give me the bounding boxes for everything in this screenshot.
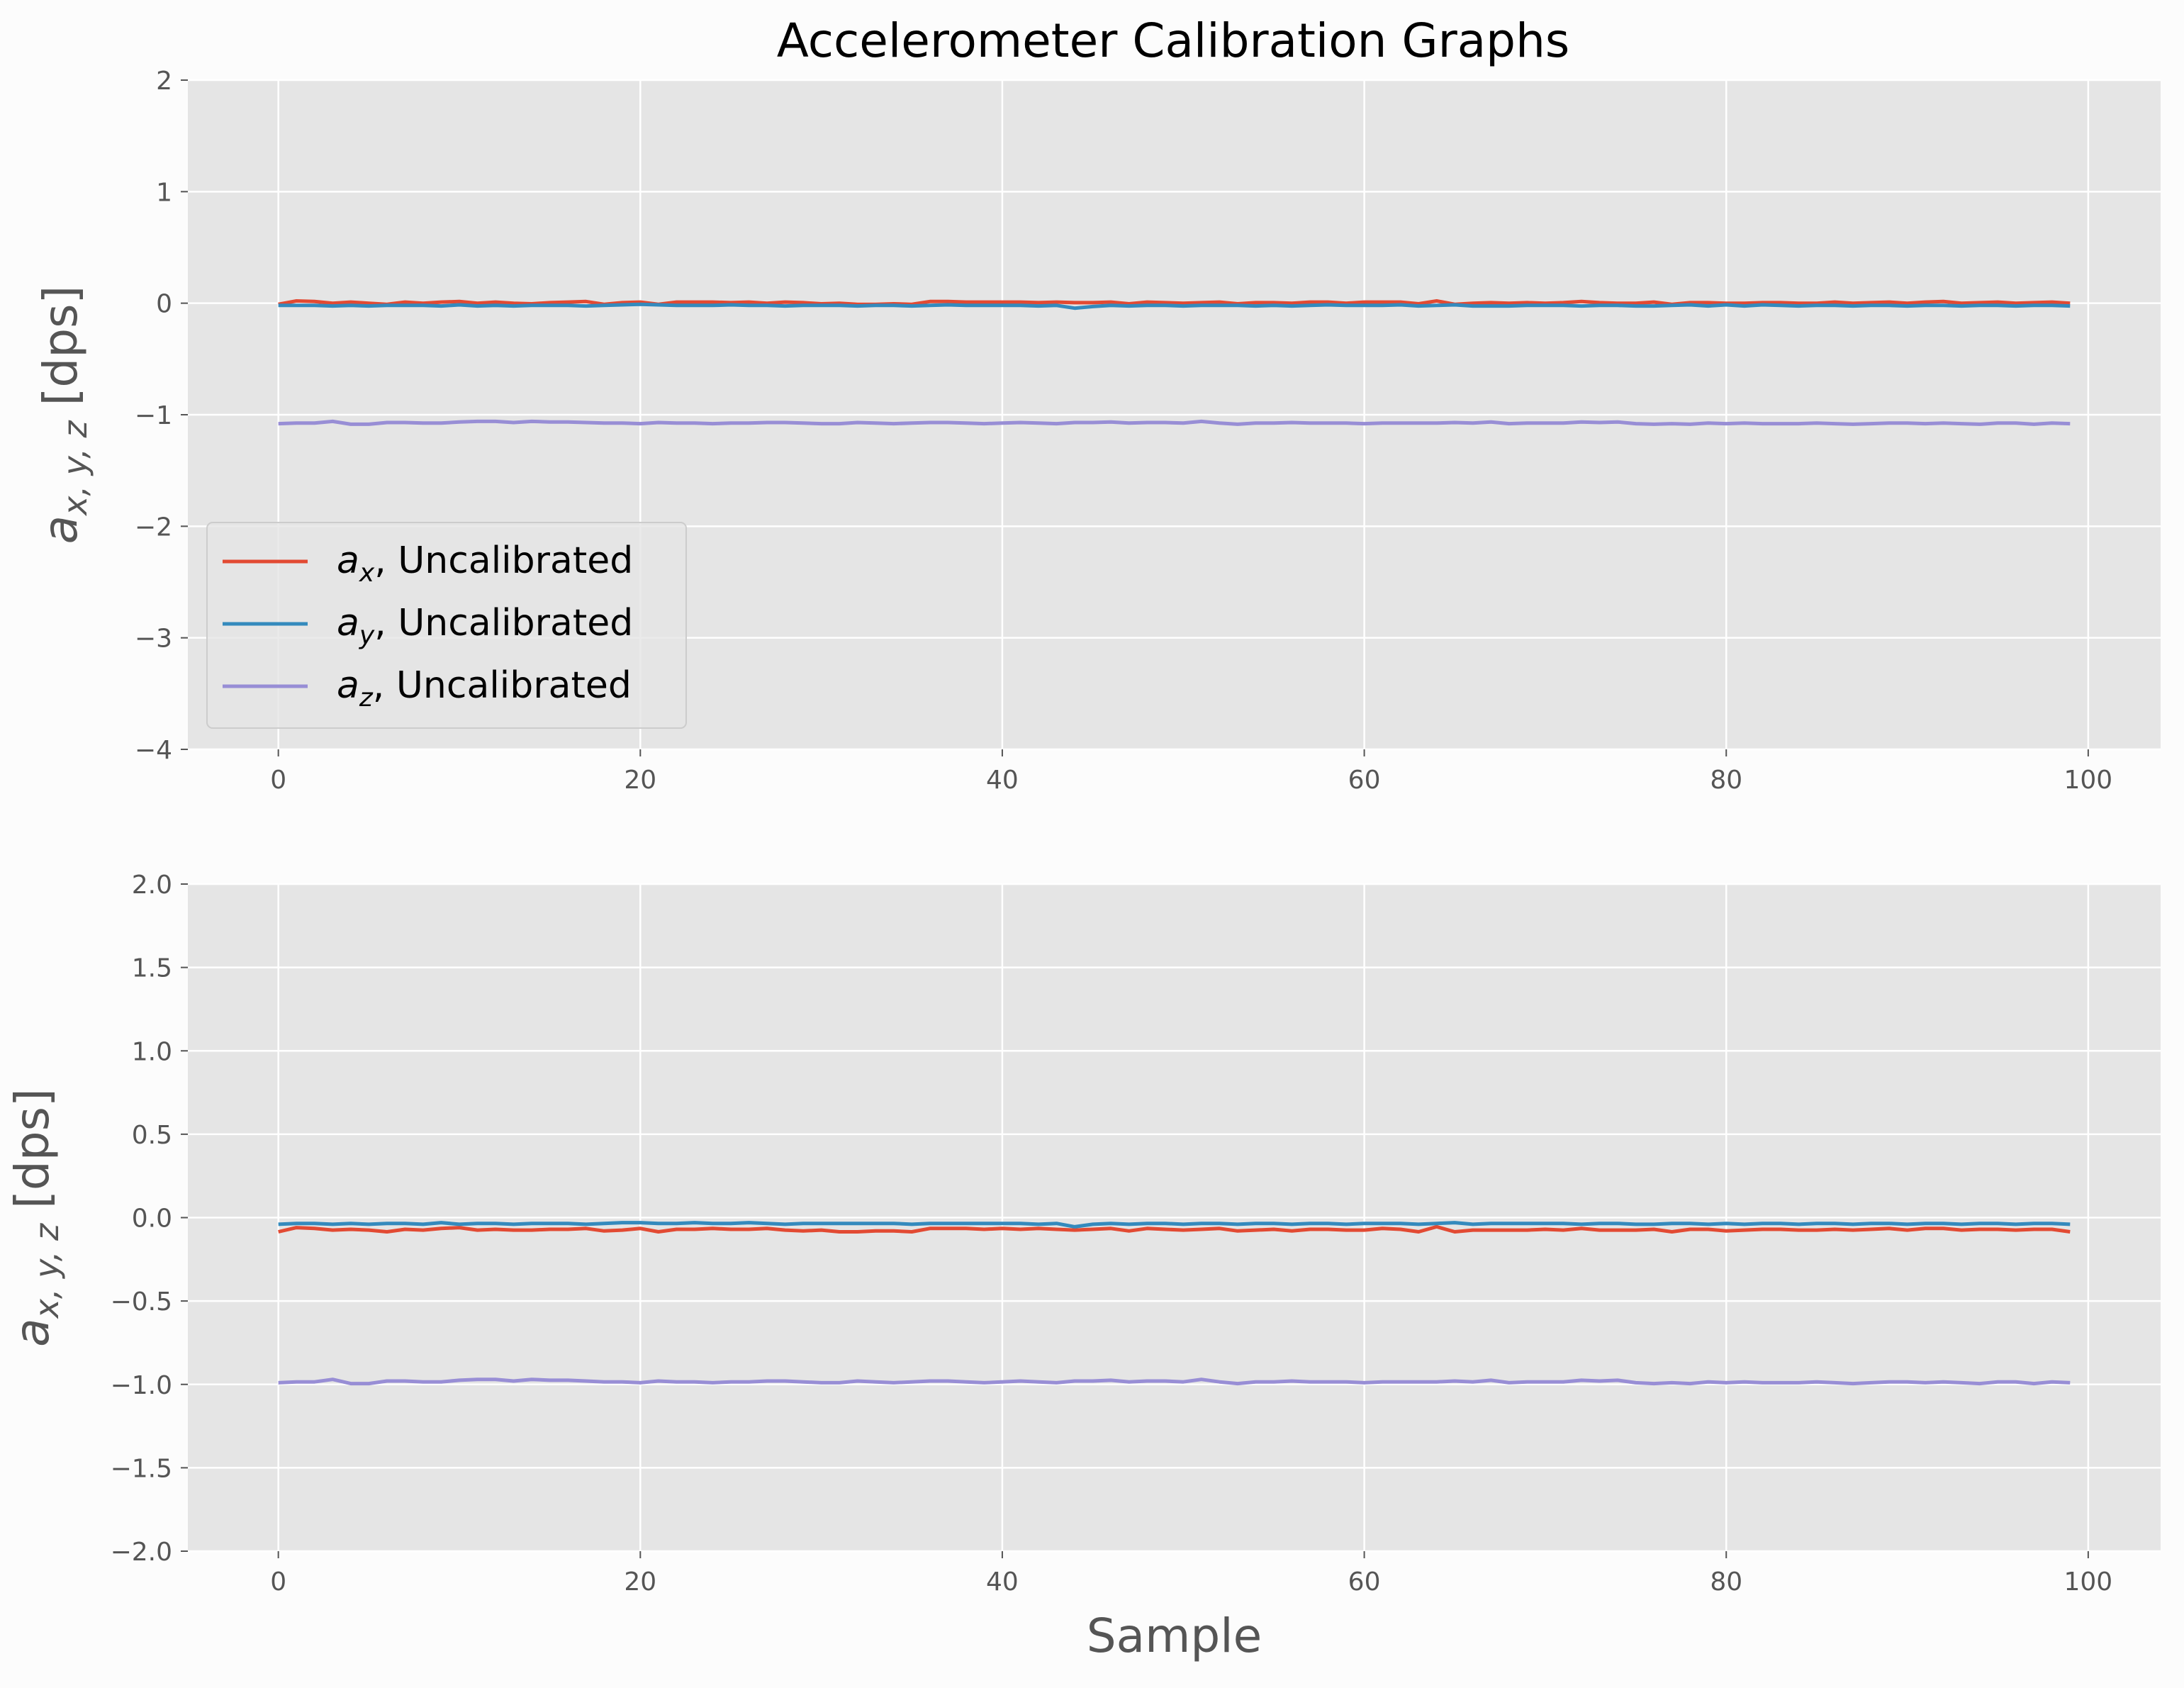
series-line-z: [278, 419, 2071, 426]
legend-label-y: ay, Uncalibrated: [337, 602, 633, 650]
series-line-s2: [278, 1377, 2071, 1386]
legend: ax, Uncalibrated ay, Uncalibrated az, Unca…: [206, 522, 687, 729]
y-tick-label: 1.5: [132, 954, 172, 983]
y-tick-label: −2.0: [111, 1538, 172, 1567]
y-tick-label: −1.0: [111, 1371, 172, 1400]
x-tick-label: 20: [624, 1567, 656, 1597]
series-line-y: [278, 302, 2071, 311]
y-tick-label: 0: [156, 290, 172, 319]
y-tick-label: −0.5: [111, 1287, 172, 1317]
x-tick-label: 80: [1710, 766, 1742, 795]
y-tick-label: −4: [135, 736, 172, 765]
x-tick-label: 100: [2064, 1567, 2113, 1597]
plot-calibrated: 0 20 40 60 80 100 −2.0 −1.5 −1.0 −0.5 0.0 0.5 1.0 1.5…: [5, 871, 2161, 1663]
y-tick-label: −1.5: [111, 1454, 172, 1483]
x-tick-label: 0: [270, 766, 286, 795]
y-tick-label: 2.0: [132, 871, 172, 900]
y-tick-label: 2: [156, 67, 172, 96]
y-tick-label: 0.5: [132, 1121, 172, 1150]
x-tick-label: 80: [1710, 1567, 1742, 1597]
y-tick-label: −3: [135, 625, 172, 654]
x-tick-label: 100: [2064, 766, 2113, 795]
x-tick-label: 40: [986, 1567, 1019, 1597]
series-line-s1: [278, 1221, 2071, 1229]
y-tick-label: −1: [135, 401, 172, 430]
series-line-s0: [278, 1224, 2071, 1234]
y-axis-label: ax, y, z [dps]: [5, 1088, 66, 1347]
series-line-x: [278, 299, 2071, 306]
x-tick-label: 40: [986, 766, 1019, 795]
legend-label-x: ax, Uncalibrated: [337, 540, 633, 588]
y-tick-label: −2: [135, 513, 172, 542]
x-tick-label: 60: [1348, 1567, 1381, 1597]
x-tick-label: 60: [1348, 766, 1381, 795]
y-tick-label: 0.0: [132, 1204, 172, 1234]
y-tick-label: 1.0: [132, 1037, 172, 1066]
x-tick-label: 20: [624, 766, 656, 795]
legend-label-z: az, Uncalibrated: [337, 664, 632, 712]
x-tick-label: 0: [270, 1567, 286, 1597]
x-axis-label: Sample: [1087, 1609, 1262, 1663]
plot-uncalibrated: 0 20 40 60 80 100 −4 −3 −2 −1 0 1 2 ax, y, z [dps] ax,…: [33, 67, 2161, 795]
y-axis-label: ax, y, z [dps]: [33, 286, 94, 544]
legend-box: [206, 522, 687, 729]
y-tick-label: 1: [156, 178, 172, 207]
figure-title: Accelerometer Calibration Graphs: [777, 13, 1570, 68]
